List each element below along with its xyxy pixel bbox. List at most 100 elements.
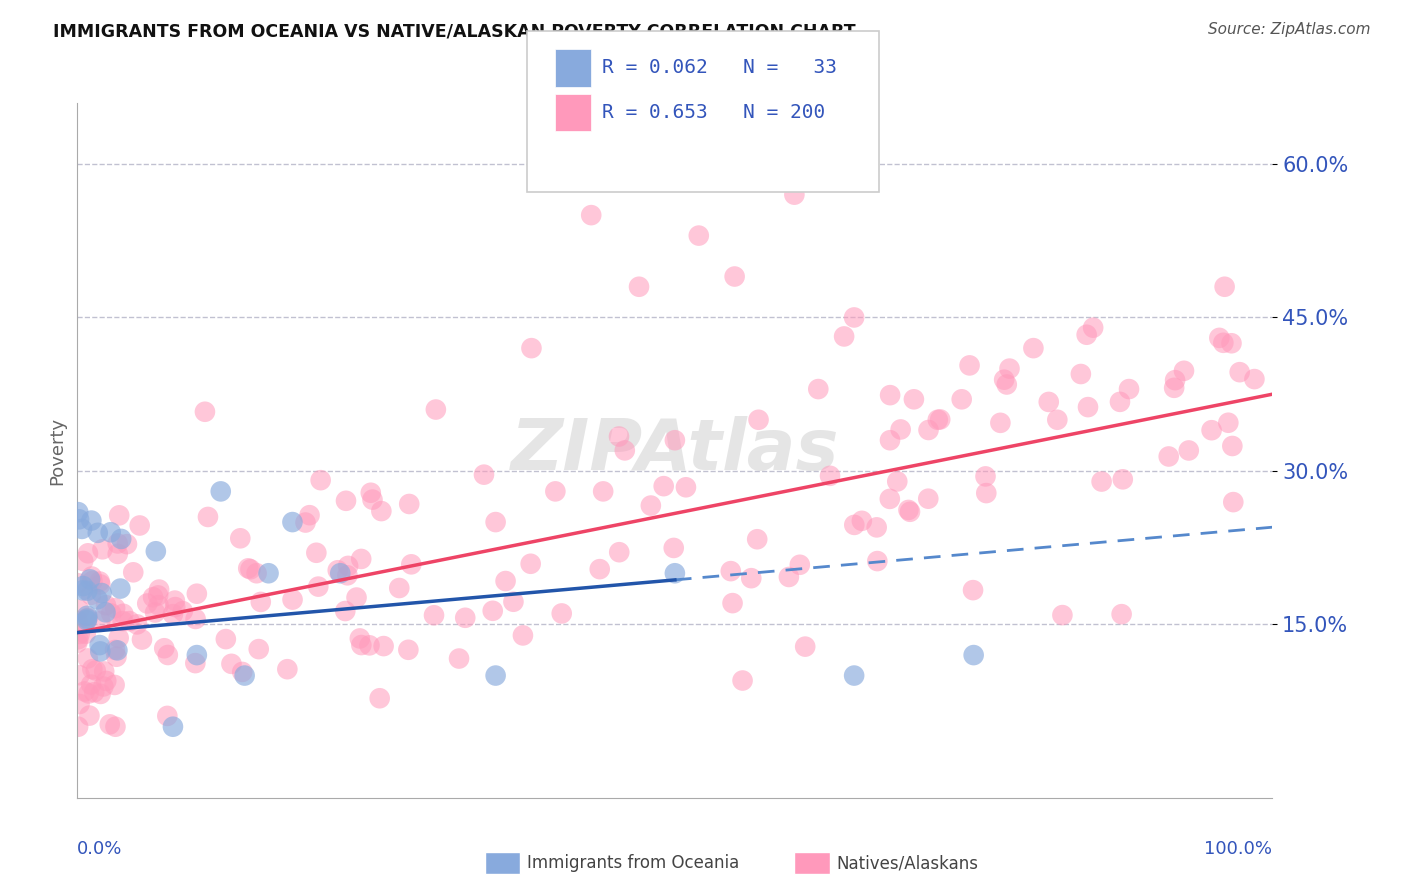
Point: [100, 607, 122, 621]
Point: [1220, 336, 1243, 351]
Point: [163, 593, 186, 607]
Point: [105, 649, 128, 664]
Point: [105, 643, 128, 657]
Point: [122, 566, 145, 580]
Point: [107, 536, 129, 550]
Point: [79, 572, 101, 586]
Point: [231, 665, 253, 679]
Point: [1178, 443, 1201, 458]
Point: [305, 546, 328, 560]
Point: [652, 479, 675, 493]
Text: IMMIGRANTS FROM OCEANIA VS NATIVE/ALASKAN POVERTY CORRELATION CHART: IMMIGRANTS FROM OCEANIA VS NATIVE/ALASKA…: [53, 22, 856, 40]
Point: [747, 533, 769, 547]
Point: [118, 614, 141, 628]
Point: [69, 668, 91, 682]
Point: [1076, 327, 1098, 342]
Point: [91, 542, 114, 557]
Point: [927, 413, 949, 427]
Point: [879, 434, 901, 448]
Point: [162, 607, 184, 622]
Point: [80, 514, 103, 528]
Point: [1163, 381, 1185, 395]
Point: [87, 525, 110, 540]
Point: [111, 614, 134, 628]
Text: Source: ZipAtlas.com: Source: ZipAtlas.com: [1208, 22, 1371, 37]
Point: [607, 429, 630, 443]
Point: [186, 648, 208, 662]
Point: [307, 580, 329, 594]
Point: [1109, 395, 1132, 409]
Point: [346, 591, 368, 605]
Point: [281, 592, 304, 607]
Point: [1157, 450, 1180, 464]
Point: [484, 515, 508, 529]
Point: [104, 601, 127, 615]
Point: [628, 279, 651, 293]
Point: [76, 613, 98, 627]
Point: [388, 581, 411, 595]
Point: [720, 564, 742, 578]
Point: [897, 503, 920, 517]
Point: [990, 416, 1012, 430]
Point: [544, 484, 567, 499]
Point: [879, 491, 901, 506]
Point: [76, 611, 98, 625]
Point: [67, 603, 90, 617]
Point: [73, 684, 96, 698]
Point: [146, 589, 169, 603]
Point: [1077, 400, 1099, 414]
Point: [89, 614, 111, 628]
Point: [89, 577, 111, 591]
Point: [1091, 475, 1114, 489]
Point: [80, 588, 103, 602]
Point: [688, 228, 710, 243]
Point: [929, 412, 952, 426]
Point: [127, 617, 149, 632]
Point: [136, 597, 159, 611]
Point: [740, 571, 762, 585]
Point: [335, 604, 357, 618]
Point: [104, 643, 127, 657]
Point: [519, 557, 541, 571]
Point: [69, 697, 91, 711]
Point: [950, 392, 973, 407]
Point: [100, 525, 122, 540]
Point: [1213, 279, 1236, 293]
Point: [98, 717, 121, 731]
Point: [76, 651, 98, 665]
Text: Immigrants from Oceania: Immigrants from Oceania: [527, 855, 740, 872]
Point: [90, 586, 112, 600]
Point: [247, 642, 270, 657]
Point: [675, 480, 697, 494]
Point: [184, 612, 207, 626]
Point: [1220, 439, 1243, 453]
Point: [70, 522, 93, 536]
Text: Natives/Alaskans: Natives/Alaskans: [837, 855, 979, 872]
Point: [589, 562, 612, 576]
Point: [257, 566, 280, 581]
Point: [153, 641, 176, 656]
Point: [110, 582, 132, 596]
Point: [581, 208, 603, 222]
Point: [551, 607, 574, 621]
Point: [115, 537, 138, 551]
Point: [917, 491, 939, 506]
Point: [993, 373, 1015, 387]
Point: [249, 595, 271, 609]
Point: [79, 708, 101, 723]
Point: [520, 341, 543, 355]
Point: [1070, 367, 1092, 381]
Text: R = 0.062   N =   33: R = 0.062 N = 33: [602, 58, 837, 78]
Point: [67, 720, 90, 734]
Point: [1222, 495, 1244, 509]
Point: [112, 607, 135, 621]
Point: [104, 720, 127, 734]
Point: [142, 591, 165, 605]
Point: [162, 720, 184, 734]
Point: [349, 632, 371, 646]
Point: [76, 608, 98, 623]
Point: [1243, 372, 1265, 386]
Point: [82, 662, 104, 676]
Point: [844, 517, 866, 532]
Point: [67, 505, 90, 519]
